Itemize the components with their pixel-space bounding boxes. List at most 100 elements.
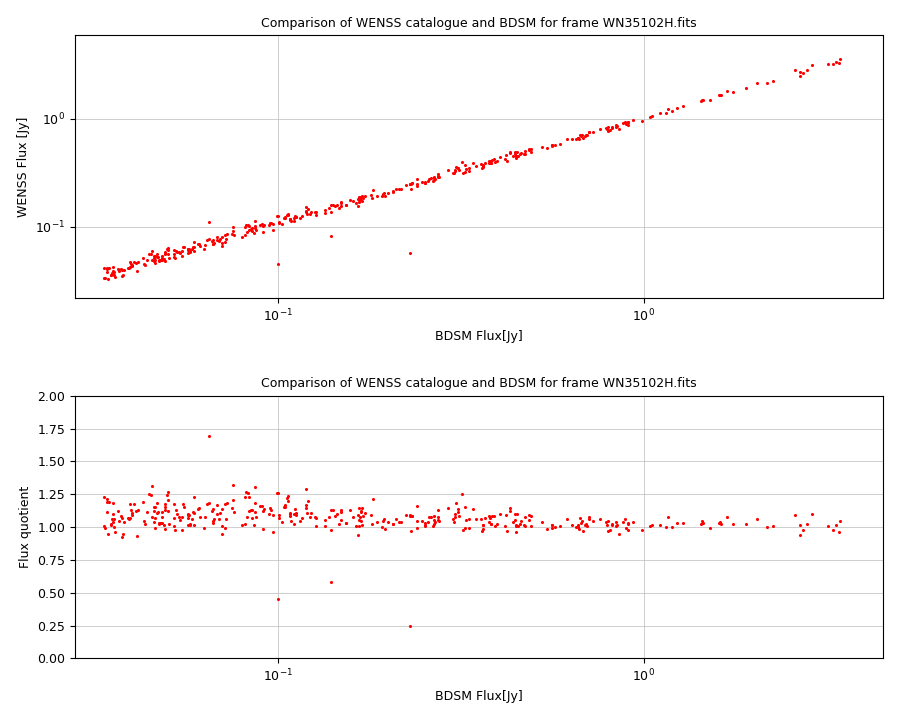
Point (323, 524, 338, 536)
Point (284, 508, 298, 520)
Point (796, 68, 810, 79)
Point (473, 513, 488, 525)
Point (351, 200, 365, 212)
Point (274, 516, 289, 528)
Point (410, 523, 424, 534)
Point (152, 517, 166, 528)
Point (294, 512, 309, 523)
Point (112, 266, 126, 277)
Point (244, 223, 258, 235)
Point (206, 518, 220, 529)
Point (712, 517, 726, 528)
Point (713, 89, 727, 101)
Point (106, 261, 121, 273)
Point (356, 503, 370, 514)
Point (158, 501, 173, 513)
Point (452, 164, 466, 176)
Point (277, 212, 292, 224)
Point (720, 86, 734, 97)
Point (427, 510, 441, 521)
Point (832, 516, 847, 527)
Point (158, 523, 173, 535)
Point (410, 516, 425, 527)
Point (553, 138, 567, 149)
Point (548, 521, 562, 533)
Point (152, 518, 166, 530)
Point (427, 171, 441, 183)
Point (169, 245, 184, 256)
Point (136, 497, 150, 508)
Point (299, 500, 313, 511)
Point (169, 504, 184, 516)
Point (605, 518, 619, 529)
Point (612, 123, 626, 135)
Point (187, 519, 202, 531)
Point (242, 224, 256, 235)
Point (107, 269, 122, 281)
Point (326, 504, 340, 516)
Point (264, 505, 278, 516)
Point (350, 194, 365, 205)
Point (294, 211, 309, 222)
Point (154, 254, 168, 266)
Point (148, 256, 162, 267)
Point (184, 518, 198, 530)
Point (346, 511, 360, 523)
Point (318, 514, 332, 526)
Point (181, 243, 195, 254)
Point (220, 228, 234, 240)
Point (96, 263, 111, 274)
Point (694, 518, 708, 529)
Point (350, 509, 365, 521)
Point (424, 172, 438, 184)
Point (508, 521, 523, 532)
Point (658, 107, 672, 119)
Point (475, 162, 490, 174)
Point (183, 520, 197, 531)
Point (155, 252, 169, 264)
Point (600, 515, 615, 526)
Point (510, 150, 525, 161)
Point (158, 248, 172, 260)
Point (476, 523, 491, 535)
Point (166, 244, 181, 256)
Point (148, 516, 162, 528)
Point (143, 248, 157, 260)
Point (579, 130, 593, 141)
Point (484, 157, 499, 168)
Point (509, 526, 524, 537)
Point (829, 519, 843, 531)
Point (191, 503, 205, 515)
Point (248, 222, 262, 234)
Point (609, 121, 624, 132)
Point (343, 194, 357, 205)
Point (256, 523, 270, 534)
Point (304, 207, 319, 218)
Point (449, 161, 464, 172)
Point (448, 166, 463, 177)
Point (248, 215, 263, 227)
Point (123, 258, 138, 270)
Point (459, 163, 473, 175)
Point (281, 490, 295, 501)
Point (238, 491, 253, 503)
Point (788, 509, 802, 521)
Point (476, 160, 491, 171)
Point (451, 506, 465, 518)
Point (185, 513, 200, 524)
Point (153, 517, 167, 528)
Point (805, 508, 819, 520)
Point (448, 511, 463, 523)
Point (238, 220, 253, 231)
Point (644, 519, 659, 531)
Point (712, 89, 726, 101)
Point (175, 511, 189, 523)
Point (676, 518, 690, 529)
Point (147, 252, 161, 264)
Point (366, 493, 381, 505)
Point (432, 516, 446, 527)
Point (278, 212, 293, 223)
Point (175, 246, 189, 257)
Point (150, 248, 165, 260)
Point (123, 505, 138, 516)
